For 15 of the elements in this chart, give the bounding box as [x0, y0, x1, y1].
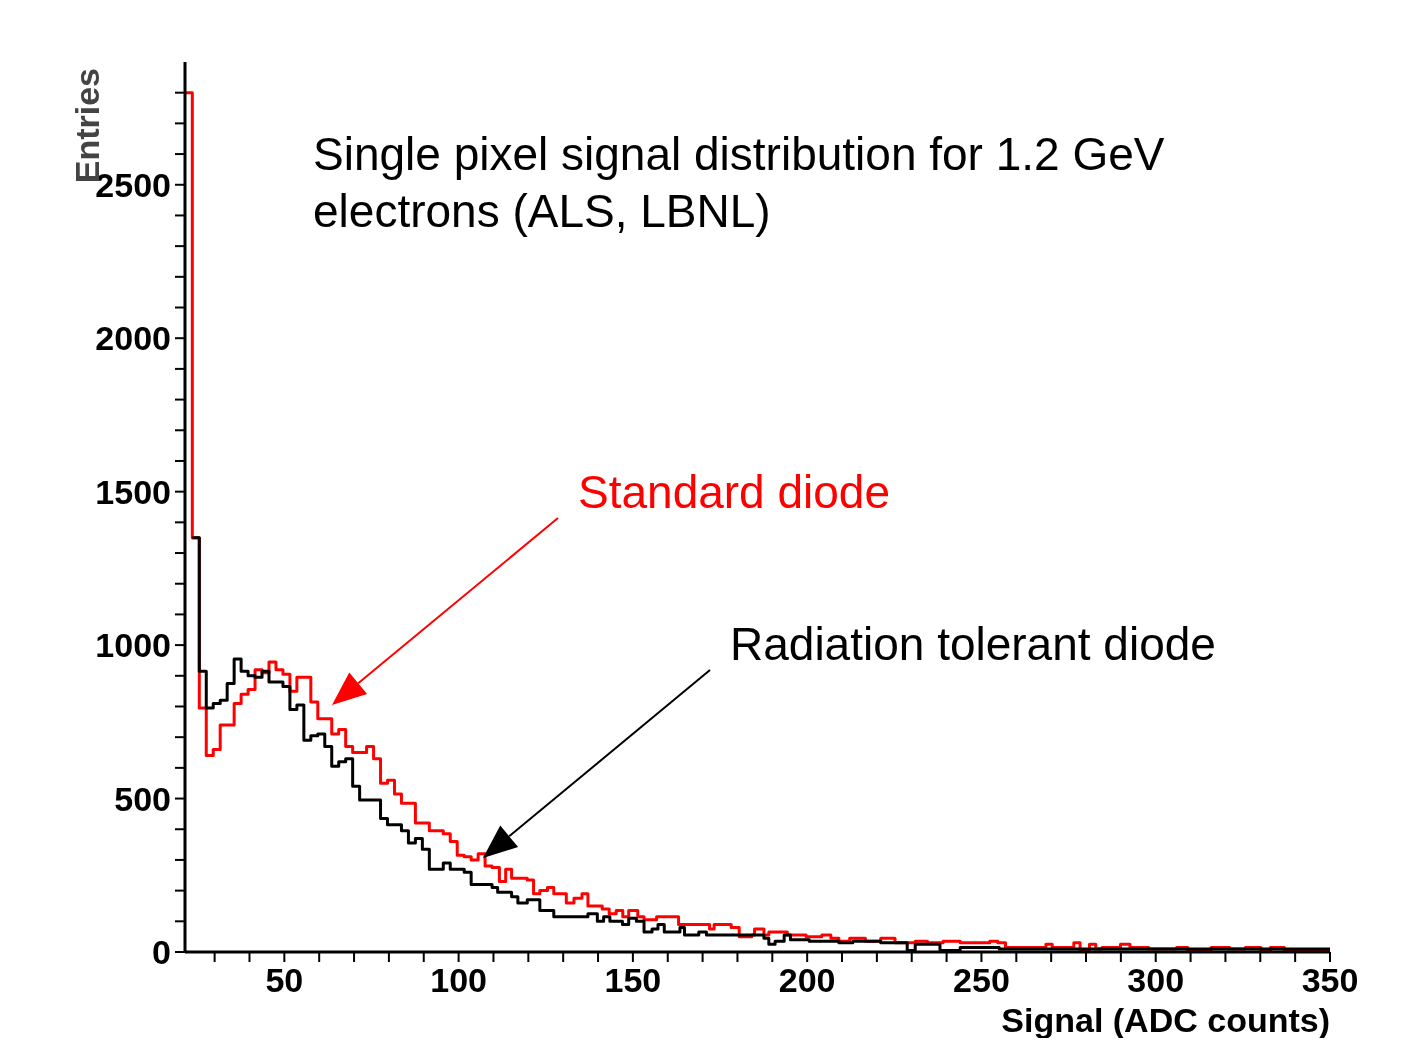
- y-tick-label: 500: [114, 779, 171, 818]
- x-tick-label: 50: [265, 961, 304, 999]
- text: Radiation tolerant diode: [730, 618, 1216, 670]
- y-tick-label: 0: [152, 933, 171, 971]
- y-tick-label: 2000: [95, 319, 171, 358]
- x-tick-label: 350: [1301, 961, 1359, 999]
- text: Single pixel signal distribution for 1.2 GeV electrons (ALS, LBNL): [313, 128, 1165, 237]
- x-tick-label: 250: [953, 961, 1010, 999]
- y-tick-label: 1500: [95, 472, 171, 511]
- x-tick-label: 150: [604, 961, 662, 999]
- x-tick-label: 100: [430, 961, 487, 999]
- x-tick-label: 200: [778, 961, 836, 999]
- x-tick-label: 300: [1127, 961, 1185, 999]
- y-tick-label: 1000: [95, 626, 171, 665]
- text: Standard diode: [578, 466, 891, 518]
